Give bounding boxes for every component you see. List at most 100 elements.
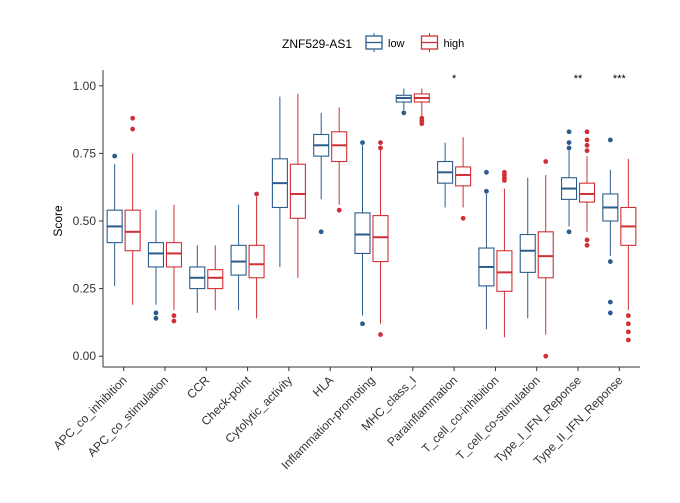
box-low-Type_II_IFN_Reponse [602,137,619,316]
outlier-point [336,207,342,213]
box-low-Parainflammation [437,142,454,208]
outlier-point [254,191,259,197]
outlier-point [360,321,365,327]
outlier-point [566,229,572,235]
box-low-HLA [313,112,330,235]
outlier-point [584,142,590,148]
box-high-T_cell_co-stimulation [537,159,554,359]
outlier-point [584,242,590,248]
outlier-point [401,110,407,116]
outlier-point [625,337,631,343]
outlier-point [130,115,136,121]
outlier-point [607,137,613,143]
outlier-point [625,329,631,335]
outlier-point [318,229,324,235]
outlier-point [112,153,118,159]
box-high-T_cell_co-inhibition [496,169,513,338]
outlier-point [584,129,590,135]
x-tick-label: Parainflammation [384,373,460,449]
box-body [455,166,472,187]
legend-entry-high: high [420,33,465,52]
box-body [147,242,165,268]
outlier-point [130,126,136,132]
box-high-Type_II_IFN_Reponse [620,158,637,343]
outlier-point [566,129,572,135]
outlier-point [566,140,572,145]
box-body [248,244,265,279]
outlier-point [584,137,590,143]
box-high-Check-point [248,191,265,319]
outlier-point [484,169,489,175]
chart-marks: * ** *** [106,73,637,359]
box-body [519,233,536,273]
box-high-Parainflammation [455,137,472,221]
box-high-HLA [331,107,348,213]
legend-entry-low: low [365,33,405,52]
outlier-point [584,237,590,243]
outlier-point [378,140,383,145]
x-tick-label: HLA [310,373,336,399]
box-body [289,163,306,219]
outlier-point [607,299,613,305]
box-high-MHC_class_I [413,88,430,127]
x-tick-label: APC_co_inhibition [51,373,130,452]
outlier-point [484,188,489,194]
significance-label: * [452,73,457,85]
outlier-point [584,148,590,154]
outlier-point [153,315,159,321]
outlier-point [607,259,613,264]
outlier-point [607,310,613,316]
y-tick-label: 0.75 [73,146,97,160]
outlier-point [378,332,383,337]
legend-title: ZNF529-AS1 [282,37,352,51]
box-low-Inflammation-promoting [354,140,371,327]
legend-label-low: low [388,38,405,50]
box-body [496,250,513,292]
x-tick-label: CCR [184,373,213,402]
outlier-point [625,313,631,319]
box-body [331,131,348,163]
box-high-Inflammation-promoting [372,140,389,337]
legend: ZNF529-AS1 low high [282,33,464,52]
box-low-CCR [189,245,206,313]
box-body [537,231,554,279]
outlier-point [460,215,466,221]
box-body [354,212,371,254]
outlier-point [360,140,365,145]
box-body [207,269,224,290]
y-axis-title: Score [51,205,65,237]
box-body [372,215,389,263]
y-tick-label: 0.00 [73,349,97,363]
box-low-Type_I_IFN_Reponse [560,129,578,235]
box-low-T_cell_co-stimulation [519,177,536,319]
box-low-Cytolytic_activity [271,96,288,267]
box-body [230,244,247,276]
box-high-APC_co_stimulation [165,204,183,324]
box-low-APC_co_stimulation [147,210,165,321]
legend-label-high: high [444,38,465,50]
box-low-APC_co_inhibition [106,153,123,286]
y-tick-label: 0.50 [73,214,97,228]
x-tick-label: APC_co_stimulation [85,373,171,459]
box-high-APC_co_inhibition [124,115,141,305]
y-tick-label: 1.00 [73,79,97,93]
box-high-Type_I_IFN_Reponse [578,129,596,248]
box-body [578,182,596,203]
outlier-point [153,310,159,316]
box-low-T_cell_co-inhibition [478,169,495,330]
box-high-Cytolytic_activity [289,93,306,278]
outlier-point [566,145,572,151]
x-tick-label: T_cell_co-inhibition [419,373,502,456]
significance-label: ** [574,73,583,85]
outlier-point [625,321,631,327]
box-body [165,242,183,268]
significance-label: *** [613,73,627,85]
outlier-point [171,313,177,319]
outlier-point [543,353,549,359]
box-low-MHC_class_I [395,88,412,116]
box-high-CCR [207,245,224,311]
box-body [124,209,141,252]
outlier-point [378,145,383,151]
